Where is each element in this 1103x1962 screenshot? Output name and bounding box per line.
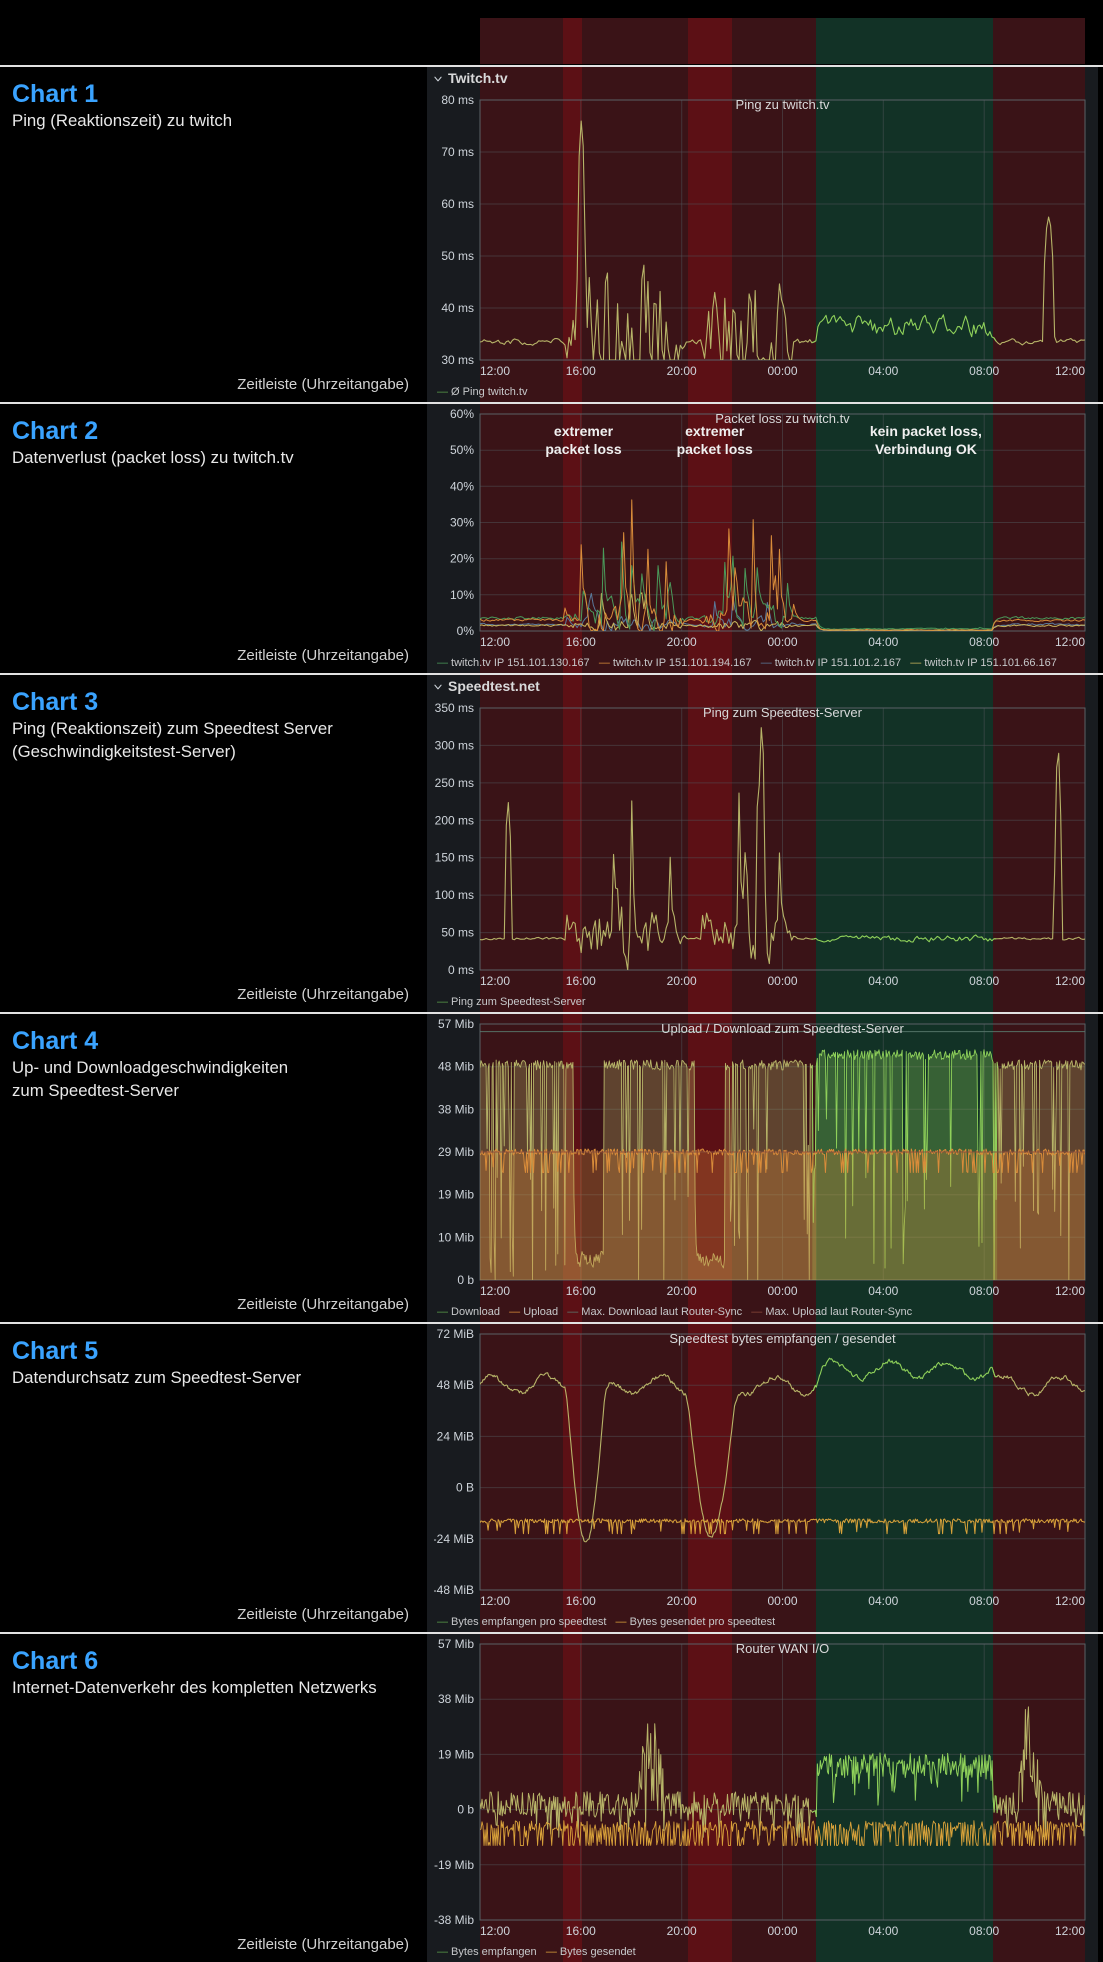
svg-text:20:00: 20:00 [667,1284,697,1298]
svg-text:04:00: 04:00 [868,364,898,378]
svg-text:00:00: 00:00 [767,1594,797,1608]
svg-text:12:00: 12:00 [1055,1924,1085,1938]
svg-text:200 ms: 200 ms [435,813,474,827]
svg-text:50 ms: 50 ms [441,926,474,940]
svg-text:Verbindung OK: Verbindung OK [875,441,977,457]
svg-text:12:00: 12:00 [1055,635,1085,649]
svg-text:08:00: 08:00 [969,1924,999,1938]
svg-text:00:00: 00:00 [767,974,797,988]
svg-text:12:00: 12:00 [480,1594,510,1608]
svg-text:-38 Mib: -38 Mib [434,1913,474,1927]
svg-text:19 Mib: 19 Mib [438,1747,474,1761]
svg-text:04:00: 04:00 [868,635,898,649]
svg-text:350 ms: 350 ms [435,702,474,715]
svg-text:60%: 60% [450,408,474,421]
svg-text:20%: 20% [450,552,474,566]
svg-text:Router WAN I/O: Router WAN I/O [736,1641,829,1656]
svg-text:12:00: 12:00 [1055,364,1085,378]
svg-text:Ping zu twitch.tv: Ping zu twitch.tv [736,97,830,112]
svg-text:29 Mib: 29 Mib [438,1145,474,1159]
svg-text:300 ms: 300 ms [435,738,474,752]
svg-text:16:00: 16:00 [566,364,596,378]
svg-text:12:00: 12:00 [1055,1594,1085,1608]
svg-text:0 b: 0 b [457,1273,474,1287]
svg-text:00:00: 00:00 [767,364,797,378]
svg-text:10 Mib: 10 Mib [438,1230,474,1244]
svg-text:38 Mib: 38 Mib [438,1102,474,1116]
svg-text:08:00: 08:00 [969,974,999,988]
svg-text:04:00: 04:00 [868,1594,898,1608]
svg-text:extremer: extremer [685,423,745,439]
svg-text:16:00: 16:00 [566,1594,596,1608]
svg-text:12:00: 12:00 [480,635,510,649]
svg-text:40%: 40% [450,479,474,493]
svg-text:50%: 50% [450,443,474,457]
svg-text:50 ms: 50 ms [441,249,474,263]
svg-text:150 ms: 150 ms [435,851,474,865]
svg-text:70 ms: 70 ms [441,145,474,159]
svg-text:30 ms: 30 ms [441,353,474,367]
svg-text:04:00: 04:00 [868,1284,898,1298]
svg-text:48 Mib: 48 Mib [438,1060,474,1074]
svg-text:16:00: 16:00 [566,1924,596,1938]
svg-text:Upload / Download zum Speedtes: Upload / Download zum Speedtest-Server [661,1021,904,1036]
svg-text:extremer: extremer [554,423,614,439]
svg-text:packet loss: packet loss [545,441,621,457]
svg-text:Ping zum Speedtest-Server: Ping zum Speedtest-Server [703,705,863,720]
svg-text:04:00: 04:00 [868,1924,898,1938]
svg-text:24 MiB: 24 MiB [437,1429,474,1443]
svg-text:20:00: 20:00 [667,1594,697,1608]
svg-text:80 ms: 80 ms [441,94,474,107]
svg-text:08:00: 08:00 [969,635,999,649]
svg-text:30%: 30% [450,516,474,530]
svg-text:0 B: 0 B [456,1481,474,1495]
svg-text:20:00: 20:00 [667,1924,697,1938]
svg-text:20:00: 20:00 [667,974,697,988]
svg-text:38 Mib: 38 Mib [438,1692,474,1706]
svg-text:48 MiB: 48 MiB [437,1378,474,1392]
svg-text:-19 Mib: -19 Mib [434,1858,474,1872]
svg-text:16:00: 16:00 [566,635,596,649]
svg-text:12:00: 12:00 [480,1924,510,1938]
svg-text:60 ms: 60 ms [441,197,474,211]
svg-text:19 Mib: 19 Mib [438,1188,474,1202]
svg-text:72 MiB: 72 MiB [437,1328,474,1341]
svg-text:04:00: 04:00 [868,974,898,988]
svg-text:08:00: 08:00 [969,1594,999,1608]
svg-text:Speedtest bytes empfangen / ge: Speedtest bytes empfangen / gesendet [669,1331,896,1346]
svg-text:20:00: 20:00 [667,364,697,378]
svg-text:-48 MiB: -48 MiB [434,1583,474,1597]
svg-text:12:00: 12:00 [480,364,510,378]
svg-text:kein packet loss,: kein packet loss, [870,423,982,439]
svg-text:12:00: 12:00 [1055,974,1085,988]
svg-text:57 Mib: 57 Mib [438,1638,474,1651]
svg-text:250 ms: 250 ms [435,776,474,790]
svg-text:00:00: 00:00 [767,1924,797,1938]
svg-text:12:00: 12:00 [480,1284,510,1298]
svg-text:40 ms: 40 ms [441,301,474,315]
svg-text:0%: 0% [457,624,475,638]
svg-text:00:00: 00:00 [767,635,797,649]
svg-text:20:00: 20:00 [667,635,697,649]
svg-text:08:00: 08:00 [969,1284,999,1298]
svg-text:16:00: 16:00 [566,974,596,988]
svg-text:08:00: 08:00 [969,364,999,378]
svg-text:100 ms: 100 ms [435,888,474,902]
svg-text:00:00: 00:00 [767,1284,797,1298]
svg-text:packet loss: packet loss [677,441,753,457]
svg-text:12:00: 12:00 [1055,1284,1085,1298]
svg-text:10%: 10% [450,588,474,602]
svg-text:-24 MiB: -24 MiB [434,1532,474,1546]
svg-text:0 ms: 0 ms [448,963,474,977]
svg-text:16:00: 16:00 [566,1284,596,1298]
svg-text:12:00: 12:00 [480,974,510,988]
svg-text:0 b: 0 b [457,1803,474,1817]
svg-text:57 Mib: 57 Mib [438,1018,474,1031]
